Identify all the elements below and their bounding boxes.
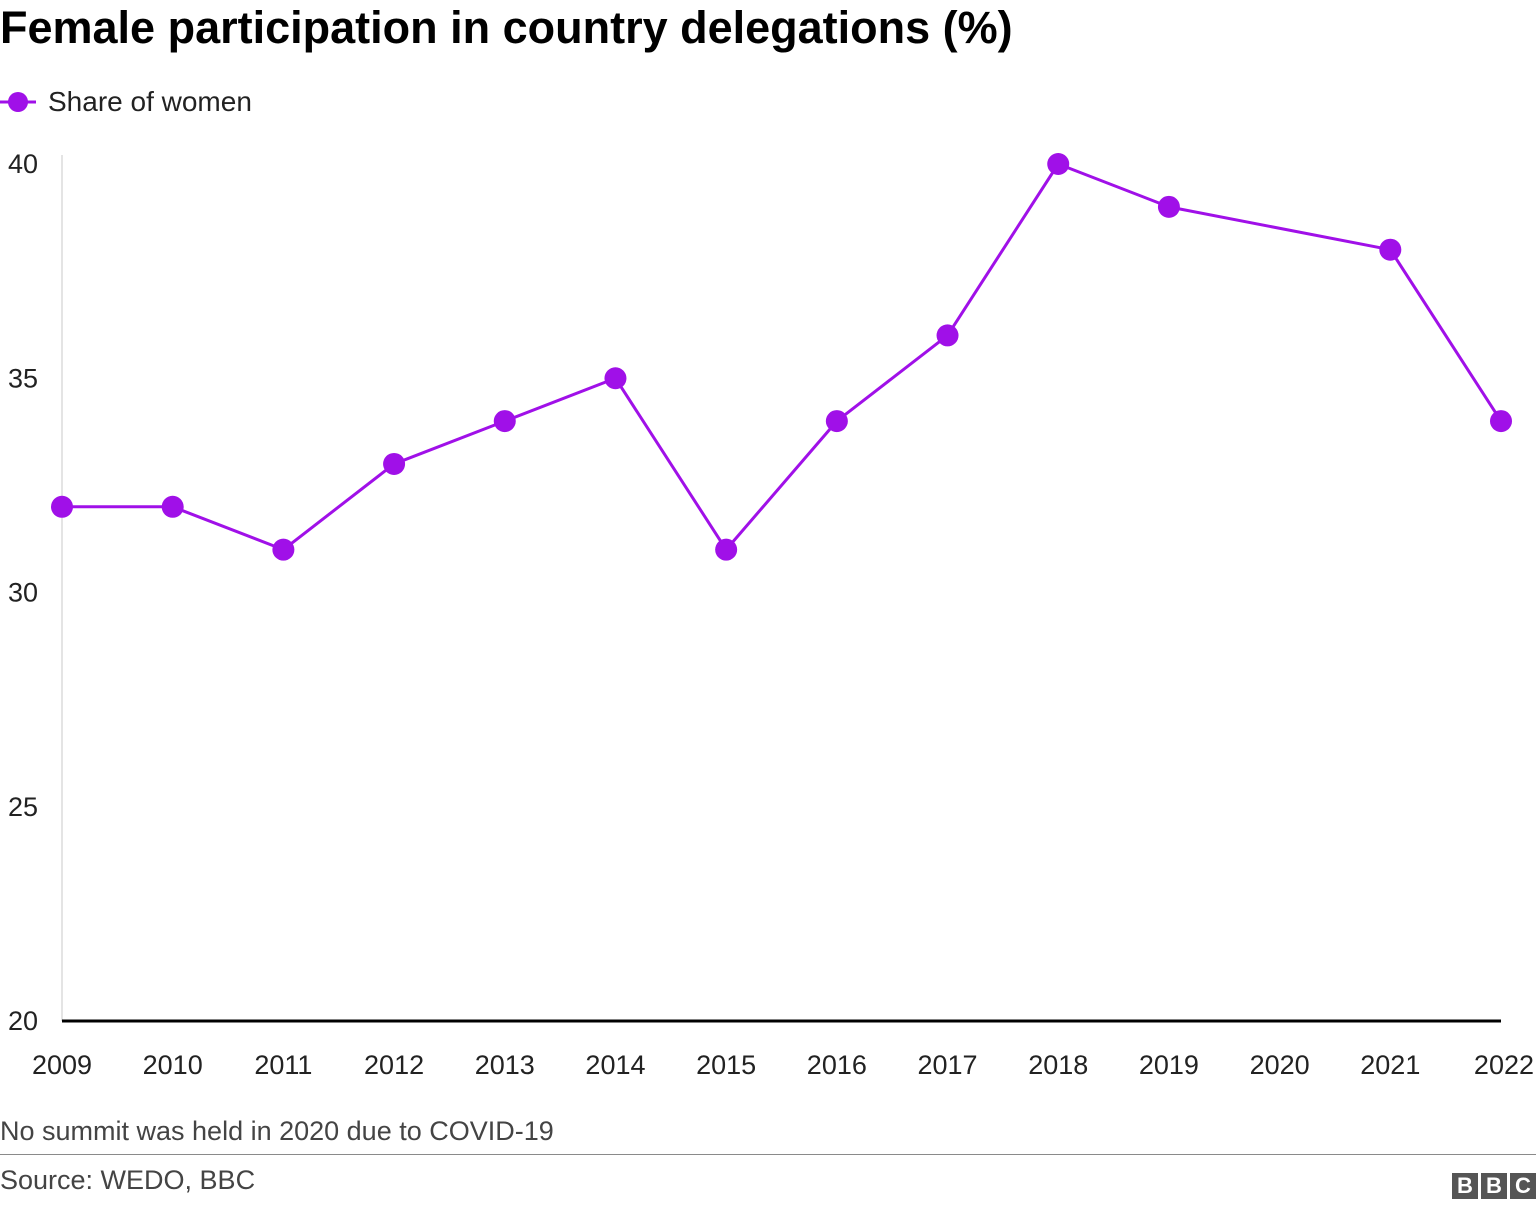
legend-label: Share of women <box>48 86 252 117</box>
chart-note: No summit was held in 2020 due to COVID-… <box>0 1116 554 1146</box>
x-tick-label: 2022 <box>1474 1050 1534 1080</box>
data-point <box>715 538 738 561</box>
data-point <box>272 538 295 561</box>
source-text: Source: WEDO, BBC <box>0 1165 256 1195</box>
x-tick-label: 2009 <box>32 1050 92 1080</box>
bbc-logo-letter: B <box>1481 1173 1507 1199</box>
data-point <box>1490 410 1512 433</box>
x-tick-label: 2015 <box>696 1050 756 1080</box>
bbc-logo: B B C <box>1452 1173 1536 1199</box>
data-point <box>936 324 959 347</box>
data-point <box>825 410 848 433</box>
y-tick-label: 25 <box>8 792 38 822</box>
data-point <box>604 367 627 390</box>
x-tick-label: 2012 <box>364 1050 424 1080</box>
data-point <box>1379 238 1402 261</box>
legend: Share of women <box>0 82 252 122</box>
data-point <box>51 495 73 518</box>
footer-divider <box>0 1154 1536 1155</box>
x-tick-label: 2014 <box>585 1050 645 1080</box>
data-point <box>161 495 184 518</box>
data-point <box>383 452 406 475</box>
legend-marker-icon <box>0 92 36 112</box>
x-tick-label: 2010 <box>143 1050 203 1080</box>
y-tick-label: 40 <box>8 149 38 179</box>
series-line <box>62 162 1503 552</box>
data-point <box>493 410 516 433</box>
x-tick-label: 2011 <box>254 1050 312 1080</box>
x-tick-label: 2018 <box>1028 1050 1088 1080</box>
x-tick-label: 2017 <box>917 1050 977 1080</box>
y-tick-label: 20 <box>8 1006 38 1036</box>
x-tick-label: 2013 <box>475 1050 535 1080</box>
chart-title: Female participation in country delegati… <box>0 2 1013 53</box>
y-tick-label: 35 <box>8 363 38 393</box>
bbc-logo-letter: B <box>1452 1173 1478 1199</box>
y-tick-label: 30 <box>8 578 38 608</box>
x-tick-label: 2016 <box>807 1050 867 1080</box>
bbc-logo-letter: C <box>1510 1173 1536 1199</box>
data-point <box>1047 153 1070 175</box>
data-point <box>1157 195 1180 218</box>
x-tick-label: 2019 <box>1139 1050 1199 1080</box>
x-tick-label: 2020 <box>1250 1050 1310 1080</box>
x-tick-label: 2021 <box>1360 1050 1420 1080</box>
